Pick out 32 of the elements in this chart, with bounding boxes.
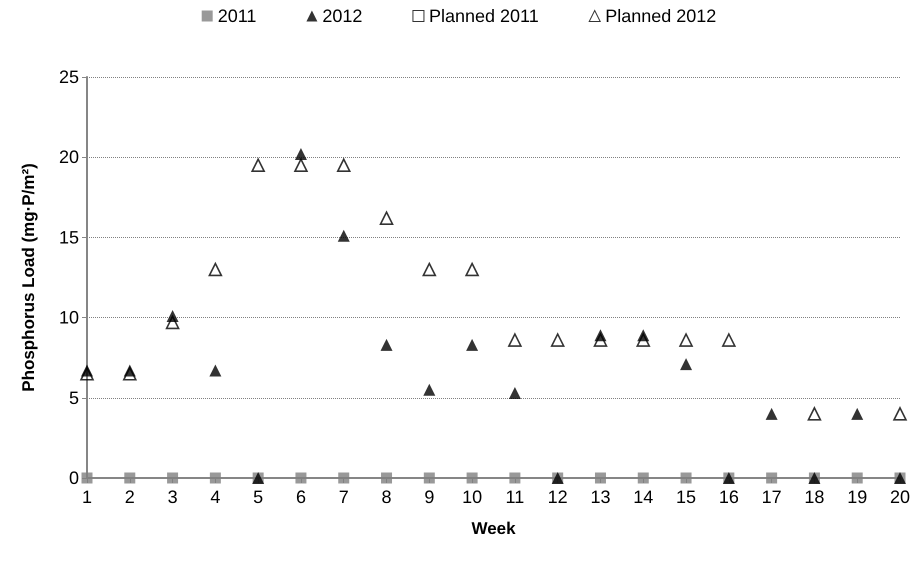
legend-label: Planned 2011 bbox=[428, 6, 539, 26]
x-tick-label: 4 bbox=[210, 487, 220, 507]
x-tick-label: 17 bbox=[762, 487, 782, 507]
x-tick-label: 5 bbox=[253, 487, 264, 507]
legend-label: 2012 bbox=[322, 6, 362, 26]
y-tick-label: 5 bbox=[68, 388, 79, 408]
x-tick-label: 9 bbox=[424, 487, 434, 507]
x-tick-label: 11 bbox=[506, 487, 524, 507]
x-tick-label: 3 bbox=[168, 487, 178, 507]
legend-label: Planned 2012 bbox=[605, 6, 716, 26]
x-tick-label: 20 bbox=[890, 487, 910, 507]
x-tick-label: 16 bbox=[718, 487, 739, 507]
x-tick-label: 15 bbox=[676, 487, 696, 507]
x-tick-label: 7 bbox=[338, 487, 349, 507]
x-tick-label: 12 bbox=[548, 487, 568, 507]
x-tick-label: 19 bbox=[847, 487, 868, 507]
y-tick-label: 25 bbox=[58, 67, 79, 87]
y-tick-label: 10 bbox=[58, 308, 79, 328]
legend-label: 2011 bbox=[218, 6, 256, 26]
y-tick-label: 0 bbox=[68, 468, 79, 488]
x-tick-label: 2 bbox=[124, 487, 135, 507]
x-tick-label: 10 bbox=[462, 487, 482, 507]
x-tick-label: 18 bbox=[804, 487, 824, 507]
x-tick-label: 8 bbox=[382, 487, 392, 507]
x-tick-label: 6 bbox=[296, 487, 306, 507]
y-axis-title: Phosphorus Load (mg·P/m²) bbox=[19, 163, 38, 392]
x-tick-label: 13 bbox=[590, 487, 610, 507]
x-tick-label: 14 bbox=[633, 487, 654, 507]
y-tick-label: 15 bbox=[58, 227, 79, 248]
x-tick-label: 1 bbox=[82, 487, 92, 507]
y-tick-label: 20 bbox=[58, 147, 79, 168]
x-axis-title: Week bbox=[471, 519, 516, 538]
